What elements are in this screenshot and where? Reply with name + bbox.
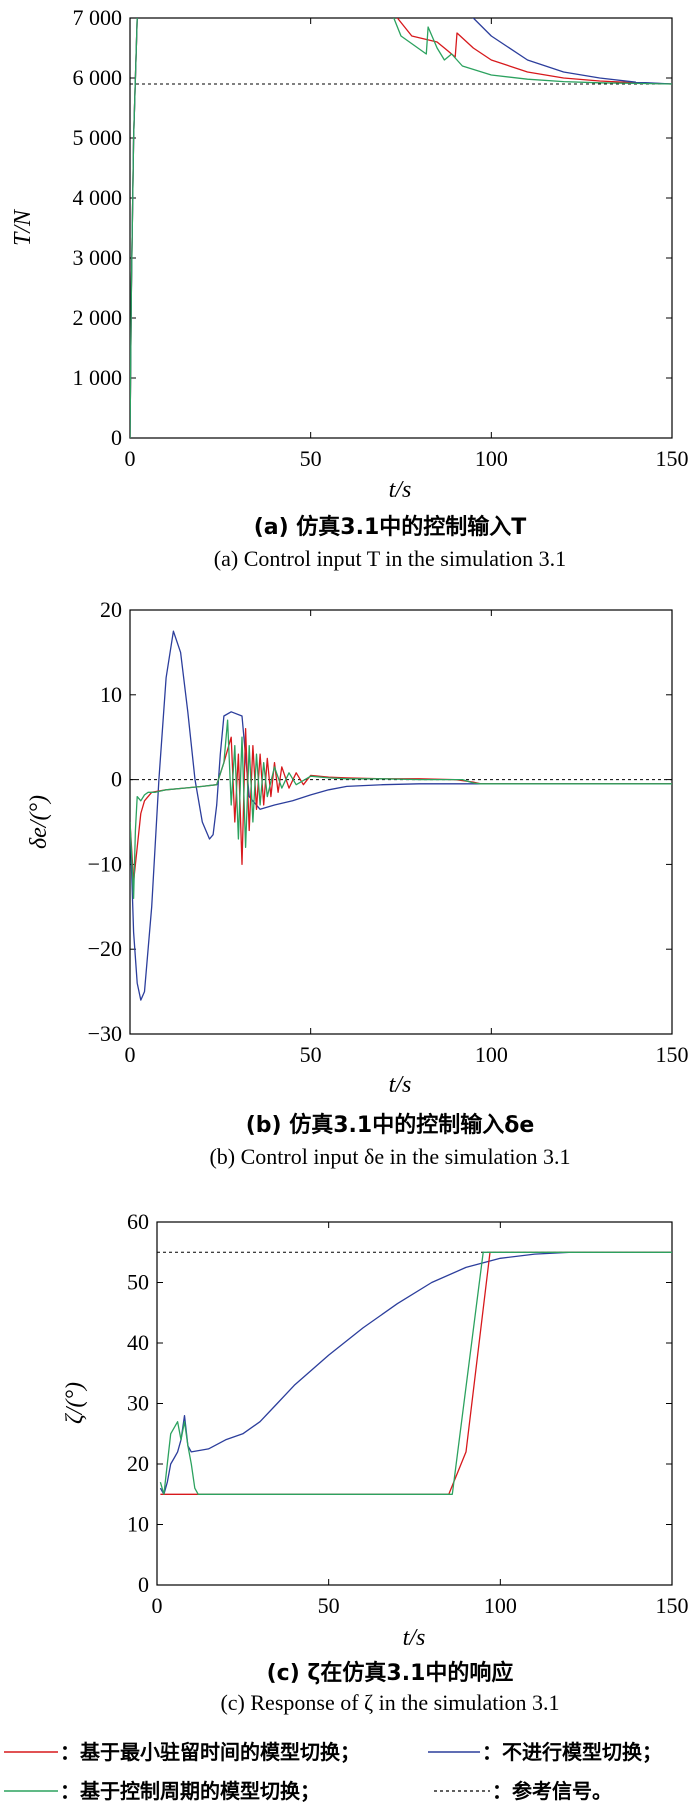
y-tick-label-b-2: −10 xyxy=(88,851,122,876)
series-line-green-b xyxy=(130,719,672,899)
caption-zh-c: (c) ζ在仿真3.1中的响应 xyxy=(267,1660,514,1686)
y-tick-label-c-6: 60 xyxy=(127,1209,149,1234)
series-b xyxy=(130,630,672,1001)
series-line-green-a xyxy=(130,18,672,438)
plot-frame-b xyxy=(129,609,673,1035)
panel-c: 0 50 100 150 0 10 20 30 40 50 60 t/s ζ/(°) (c) ζ在仿… xyxy=(62,1209,689,1715)
y-tick-label-c-0: 0 xyxy=(138,1572,149,1597)
y-tick-label-a-7: 7 000 xyxy=(73,5,123,30)
plot-frame-c xyxy=(156,1221,673,1586)
y-tick-label-a-4: 4 000 xyxy=(73,185,123,210)
legend-label-red: ：基于最小驻留时间的模型切换； xyxy=(60,1740,360,1764)
series-line-red-a xyxy=(130,18,672,438)
x-axis-label-c: t/s xyxy=(403,1625,426,1651)
y-tick-label-b-5: 20 xyxy=(100,597,122,622)
y-tick-label-a-1: 1 000 xyxy=(73,365,123,390)
x-tick-label-b-1: 50 xyxy=(300,1042,322,1067)
caption-zh-a: (a) 仿真3.1中的控制输入T xyxy=(254,514,527,540)
y-tick-label-a-5: 5 000 xyxy=(73,125,123,150)
y-axis-label-a: T/N xyxy=(10,208,36,246)
legend-label-blue: ：不进行模型切换； xyxy=(482,1740,662,1764)
x-tick-label-b-0: 0 xyxy=(125,1042,136,1067)
y-tick-label-a-6: 6 000 xyxy=(73,65,123,90)
x-axis-label-b: t/s xyxy=(389,1072,412,1098)
x-tick-label-a-1: 50 xyxy=(300,446,322,471)
y-tick-label-b-3: 0 xyxy=(111,767,122,792)
plot-frame-a xyxy=(129,17,673,439)
y-tick-label-a-3: 3 000 xyxy=(73,245,123,270)
legend-label-reference: ：参考信号。 xyxy=(492,1779,612,1803)
ticks-a: 0 50 100 150 0 1 000 2 000 3 000 4 000 5 000 6 000… xyxy=(73,5,689,471)
x-tick-label-b-3: 150 xyxy=(656,1042,689,1067)
caption-en-c: (c) Response of ζ in the simulation 3.1 xyxy=(220,1690,559,1715)
caption-zh-b: (b) 仿真3.1中的控制输入δe xyxy=(246,1112,535,1138)
y-tick-label-b-0: −30 xyxy=(88,1021,122,1046)
x-tick-label-a-0: 0 xyxy=(125,446,136,471)
caption-en-b: (b) Control input δe in the simulation 3… xyxy=(209,1144,570,1169)
series-line-blue-a xyxy=(130,18,672,438)
panel-a: 0 50 100 150 0 1 000 2 000 3 000 4 000 5 000 6 000… xyxy=(10,5,689,571)
caption-en-a: (a) Control input T in the simulation 3.… xyxy=(214,546,566,571)
ticks-b: 0 50 100 150 −30 −20 −10 0 10 20 xyxy=(88,597,689,1067)
legend-label-green: ：基于控制周期的模型切换； xyxy=(60,1779,320,1803)
ticks-c: 0 50 100 150 0 10 20 30 40 50 60 xyxy=(127,1209,689,1618)
series-line-blue-c xyxy=(159,1251,672,1495)
y-tick-label-c-1: 10 xyxy=(127,1512,149,1537)
x-tick-label-c-3: 150 xyxy=(656,1593,689,1618)
x-tick-label-c-1: 50 xyxy=(318,1593,340,1618)
series-line-red-b xyxy=(130,728,672,883)
x-tick-label-c-0: 0 xyxy=(152,1593,163,1618)
y-axis-label-c: ζ/(°) xyxy=(62,1382,88,1424)
series-line-red-c xyxy=(160,1251,672,1495)
y-axis-label-b: δe/(°) xyxy=(26,795,52,849)
x-tick-label-b-2: 100 xyxy=(475,1042,508,1067)
y-tick-label-c-3: 30 xyxy=(127,1391,149,1416)
y-tick-label-a-0: 0 xyxy=(111,425,122,450)
legend: ：基于最小驻留时间的模型切换； ：不进行模型切换； ：基于控制周期的模型切换； … xyxy=(4,1740,662,1803)
series-line-green-c xyxy=(159,1251,672,1495)
y-tick-label-b-4: 10 xyxy=(100,682,122,707)
x-tick-label-c-2: 100 xyxy=(484,1593,517,1618)
x-tick-label-a-2: 100 xyxy=(475,446,508,471)
y-tick-label-b-1: −20 xyxy=(88,936,122,961)
series-line-blue-b xyxy=(130,630,672,1001)
x-axis-label-a: t/s xyxy=(389,477,412,503)
y-tick-label-a-2: 2 000 xyxy=(73,305,123,330)
y-tick-label-c-4: 40 xyxy=(127,1330,149,1355)
x-tick-label-a-3: 150 xyxy=(656,446,689,471)
panel-b: 0 50 100 150 −30 −20 −10 0 10 20 t/s δe/(°) (b) 仿… xyxy=(26,597,689,1169)
y-tick-label-c-5: 50 xyxy=(127,1270,149,1295)
series-a xyxy=(130,18,672,438)
y-tick-label-c-2: 20 xyxy=(127,1451,149,1476)
series-c xyxy=(157,1251,672,1495)
